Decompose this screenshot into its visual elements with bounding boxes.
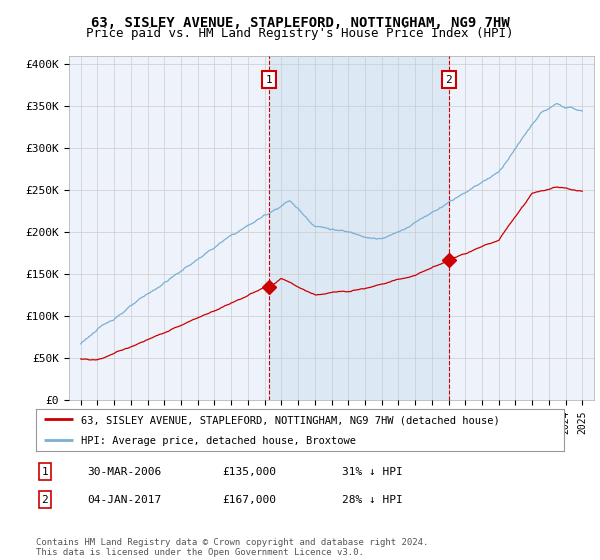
Text: £135,000: £135,000 bbox=[222, 466, 276, 477]
Text: 31% ↓ HPI: 31% ↓ HPI bbox=[342, 466, 403, 477]
Text: 1: 1 bbox=[265, 74, 272, 85]
Text: 28% ↓ HPI: 28% ↓ HPI bbox=[342, 494, 403, 505]
Text: 2: 2 bbox=[445, 74, 452, 85]
Text: £167,000: £167,000 bbox=[222, 494, 276, 505]
Text: 30-MAR-2006: 30-MAR-2006 bbox=[87, 466, 161, 477]
Text: 1: 1 bbox=[41, 466, 49, 477]
Bar bbox=[269, 56, 449, 400]
Text: Price paid vs. HM Land Registry's House Price Index (HPI): Price paid vs. HM Land Registry's House … bbox=[86, 27, 514, 40]
Text: 63, SISLEY AVENUE, STAPLEFORD, NOTTINGHAM, NG9 7HW: 63, SISLEY AVENUE, STAPLEFORD, NOTTINGHA… bbox=[91, 16, 509, 30]
Text: Contains HM Land Registry data © Crown copyright and database right 2024.
This d: Contains HM Land Registry data © Crown c… bbox=[36, 538, 428, 557]
Text: 2: 2 bbox=[41, 494, 49, 505]
Text: 63, SISLEY AVENUE, STAPLEFORD, NOTTINGHAM, NG9 7HW (detached house): 63, SISLEY AVENUE, STAPLEFORD, NOTTINGHA… bbox=[81, 415, 500, 425]
Text: HPI: Average price, detached house, Broxtowe: HPI: Average price, detached house, Brox… bbox=[81, 436, 356, 446]
Text: 04-JAN-2017: 04-JAN-2017 bbox=[87, 494, 161, 505]
